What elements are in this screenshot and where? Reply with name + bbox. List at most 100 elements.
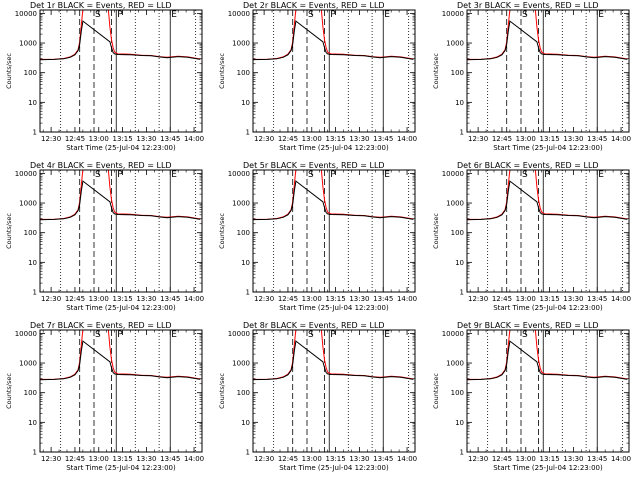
y-tick-label: 10 bbox=[455, 419, 464, 427]
panel-title: Det 5r BLACK = Events, RED = LLD bbox=[243, 161, 385, 170]
series-group bbox=[467, 330, 628, 381]
x-tick-label: 13:30 bbox=[136, 295, 156, 303]
series-line-events bbox=[467, 340, 628, 381]
x-tick-label: 12:45 bbox=[65, 455, 85, 463]
y-tick-label: 1 bbox=[33, 129, 37, 137]
marker-label-e: E bbox=[598, 330, 604, 340]
series-group bbox=[253, 170, 414, 221]
x-tick-label: 12:45 bbox=[492, 295, 512, 303]
x-tick-label: 14:00 bbox=[611, 295, 631, 303]
x-tick-label: 13:15 bbox=[112, 455, 132, 463]
series-line-events bbox=[253, 180, 414, 221]
y-tick-label: 10 bbox=[241, 99, 250, 107]
x-tick-label: 12:45 bbox=[492, 455, 512, 463]
y-tick-label: 100 bbox=[451, 69, 464, 77]
y-tick-label: 10000 bbox=[15, 10, 37, 18]
y-tick-label: 100 bbox=[451, 229, 464, 237]
series-group bbox=[40, 10, 201, 61]
x-tick-label: 13:00 bbox=[516, 295, 536, 303]
x-tick-label: 12:30 bbox=[254, 455, 274, 463]
marker-label-e: E bbox=[384, 330, 390, 340]
marker-label-p: P bbox=[117, 170, 123, 180]
y-axis-label: Counts/sec bbox=[218, 373, 226, 409]
x-tick-label: 13:15 bbox=[539, 135, 559, 143]
x-tick-label: 12:30 bbox=[254, 135, 274, 143]
x-tick-label: 13:45 bbox=[587, 135, 607, 143]
y-tick-label: 1000 bbox=[232, 360, 250, 368]
series-line-events bbox=[40, 180, 201, 221]
y-tick-label: 1 bbox=[33, 289, 37, 297]
y-tick-label: 10 bbox=[28, 259, 37, 267]
series-group bbox=[467, 170, 628, 221]
x-tick-label: 13:00 bbox=[89, 295, 109, 303]
series-line-events bbox=[40, 340, 201, 381]
y-tick-label: 10000 bbox=[228, 10, 250, 18]
x-tick-label: 13:30 bbox=[349, 135, 369, 143]
x-tick-label: 12:30 bbox=[41, 135, 61, 143]
x-tick-label: 13:00 bbox=[302, 135, 322, 143]
x-tick-label: 12:30 bbox=[41, 295, 61, 303]
marker-label-s: S bbox=[95, 170, 101, 180]
x-tick-label: 13:30 bbox=[136, 455, 156, 463]
y-tick-label: 100 bbox=[237, 69, 250, 77]
x-tick-label: 13:15 bbox=[539, 295, 559, 303]
x-tick-label: 12:30 bbox=[254, 295, 274, 303]
x-tick-label: 14:00 bbox=[397, 295, 417, 303]
y-tick-label: 1000 bbox=[446, 360, 464, 368]
marker-label-e: E bbox=[384, 170, 390, 180]
marker-label-p: P bbox=[117, 10, 123, 20]
x-tick-label: 13:15 bbox=[325, 455, 345, 463]
y-tick-label: 1 bbox=[460, 289, 464, 297]
panel-title: Det 7r BLACK = Events, RED = LLD bbox=[30, 321, 172, 330]
x-tick-label: 13:45 bbox=[373, 455, 393, 463]
series-line-events bbox=[467, 180, 628, 221]
x-axis-label: Start Time (25-Jul-04 12:23:00) bbox=[66, 144, 176, 152]
x-axis-label: Start Time (25-Jul-04 12:23:00) bbox=[493, 464, 603, 472]
y-tick-label: 10 bbox=[241, 419, 250, 427]
x-tick-label: 13:00 bbox=[302, 455, 322, 463]
series-group bbox=[40, 330, 201, 381]
plot-frame bbox=[466, 9, 630, 133]
x-tick-label: 13:15 bbox=[539, 455, 559, 463]
x-tick-label: 14:00 bbox=[397, 455, 417, 463]
y-tick-label: 10 bbox=[241, 259, 250, 267]
x-tick-label: 13:00 bbox=[89, 455, 109, 463]
x-tick-label: 13:45 bbox=[373, 295, 393, 303]
panel-title: Det 1r BLACK = Events, RED = LLD bbox=[30, 1, 172, 10]
y-tick-label: 100 bbox=[451, 389, 464, 397]
y-tick-label: 1000 bbox=[19, 360, 37, 368]
y-tick-label: 1 bbox=[246, 289, 250, 297]
y-tick-label: 100 bbox=[24, 69, 37, 77]
marker-label-e: E bbox=[171, 10, 177, 20]
x-tick-label: 14:00 bbox=[611, 455, 631, 463]
series-line-events bbox=[253, 340, 414, 381]
marker-label-e: E bbox=[384, 10, 390, 20]
x-tick-label: 12:45 bbox=[492, 135, 512, 143]
panel-det-2: Det 2r BLACK = Events, RED = LLD Counts/s… bbox=[218, 1, 417, 152]
series-group bbox=[253, 330, 414, 381]
y-tick-label: 10 bbox=[455, 259, 464, 267]
x-tick-label: 13:30 bbox=[136, 135, 156, 143]
y-tick-label: 1 bbox=[246, 449, 250, 457]
panel-title: Det 8r BLACK = Events, RED = LLD bbox=[243, 321, 385, 330]
x-tick-label: 13:00 bbox=[516, 135, 536, 143]
marker-label-e: E bbox=[598, 170, 604, 180]
y-tick-label: 1 bbox=[460, 129, 464, 137]
panel-det-3: Det 3r BLACK = Events, RED = LLD Counts/s… bbox=[432, 1, 631, 152]
y-axis-label: Counts/sec bbox=[432, 213, 440, 249]
x-tick-label: 14:00 bbox=[611, 135, 631, 143]
y-axis-label: Counts/sec bbox=[432, 53, 440, 89]
panel-det-1: Det 1r BLACK = Events, RED = LLD Counts/s… bbox=[5, 1, 204, 152]
x-tick-label: 12:45 bbox=[65, 295, 85, 303]
plot-frame bbox=[39, 169, 203, 293]
marker-label-s: S bbox=[308, 330, 314, 340]
marker-label-s: S bbox=[522, 330, 528, 340]
y-tick-label: 1000 bbox=[232, 200, 250, 208]
marker-label-s: S bbox=[522, 10, 528, 20]
y-tick-label: 1000 bbox=[19, 200, 37, 208]
y-tick-label: 10000 bbox=[228, 170, 250, 178]
x-tick-label: 13:00 bbox=[302, 295, 322, 303]
y-tick-label: 10000 bbox=[15, 330, 37, 338]
marker-label-s: S bbox=[308, 10, 314, 20]
